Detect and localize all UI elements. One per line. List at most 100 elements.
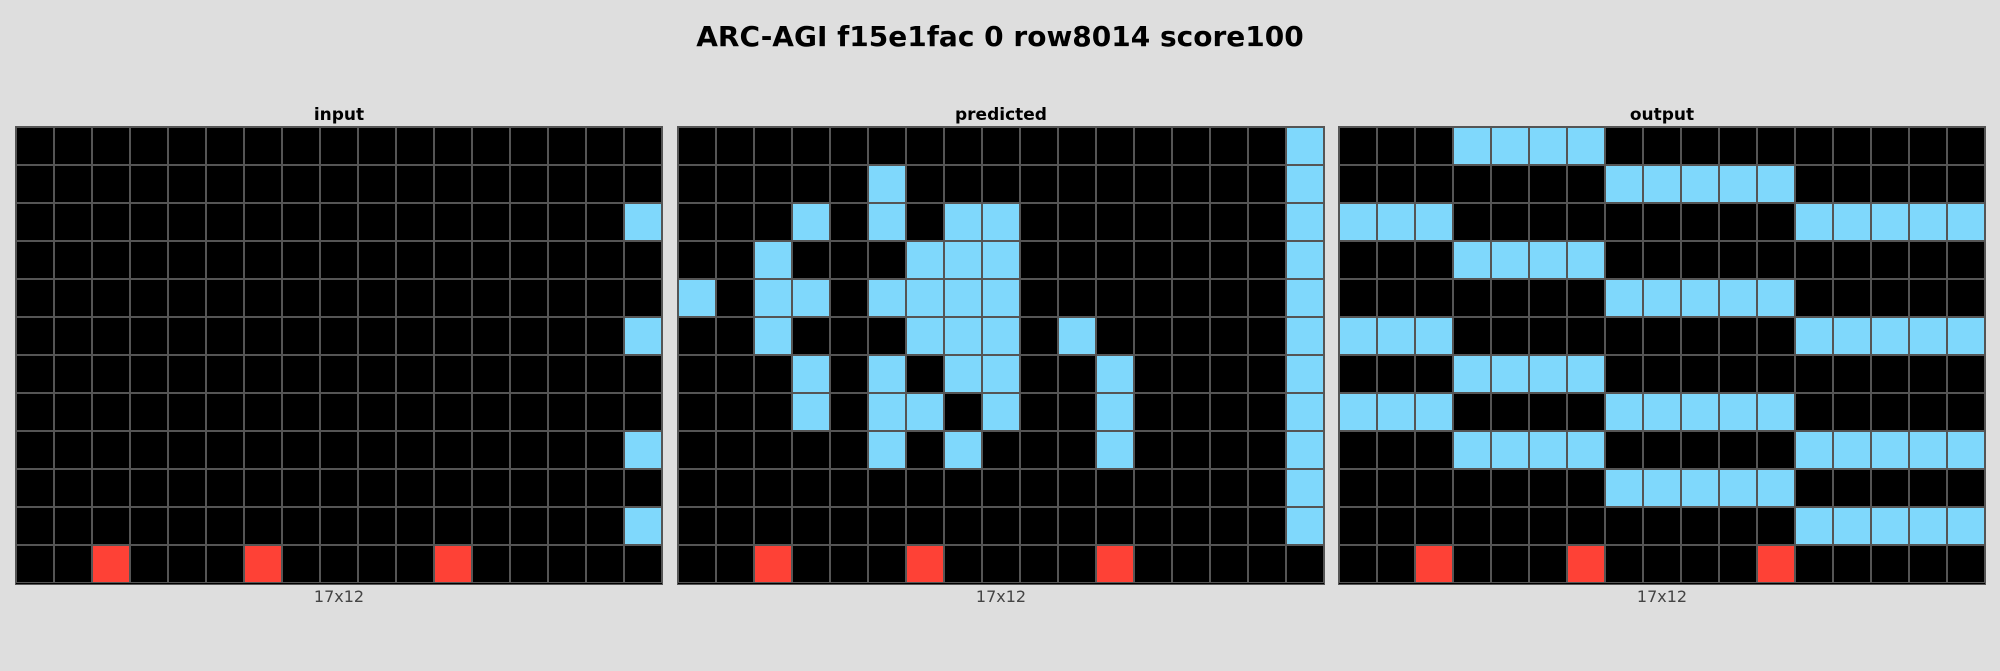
grid-cell — [1058, 393, 1096, 431]
grid-cell — [1643, 545, 1681, 583]
grid-cell — [678, 393, 716, 431]
grid-cell — [358, 279, 396, 317]
grid-cell — [168, 203, 206, 241]
grid-cell — [1058, 165, 1096, 203]
grid-cell — [168, 279, 206, 317]
grid-cell — [358, 469, 396, 507]
grid-cell — [1172, 507, 1210, 545]
grid-cell — [906, 165, 944, 203]
grid-cell — [1339, 431, 1377, 469]
grid-cell — [868, 507, 906, 545]
grid-cell — [1248, 507, 1286, 545]
grid-cell — [1286, 355, 1324, 393]
grid-cell — [754, 165, 792, 203]
grid-cell — [1286, 127, 1324, 165]
grid-cell — [1947, 127, 1985, 165]
grid-cell — [1453, 317, 1491, 355]
grid-cell — [130, 507, 168, 545]
grid-cell — [472, 469, 510, 507]
grid-cell — [548, 469, 586, 507]
grid-cell — [1567, 241, 1605, 279]
grid-cell — [130, 317, 168, 355]
grid-cell — [792, 317, 830, 355]
grid-cell — [830, 241, 868, 279]
grid-cell — [16, 241, 54, 279]
grid-cell — [1491, 279, 1529, 317]
grid-cell — [1415, 241, 1453, 279]
grid-cell — [624, 469, 662, 507]
predicted-panel: predicted 17x12 — [677, 104, 1325, 606]
grid-cell — [396, 469, 434, 507]
grid-cell — [1172, 317, 1210, 355]
grid-cell — [792, 127, 830, 165]
grid-cell — [1491, 203, 1529, 241]
grid-cell — [830, 355, 868, 393]
grid-cell — [358, 165, 396, 203]
grid-cell — [982, 241, 1020, 279]
grid-cell — [472, 507, 510, 545]
grid-cell — [1058, 545, 1096, 583]
grid-cell — [434, 393, 472, 431]
grid-cell — [1210, 317, 1248, 355]
grid-cell — [1795, 317, 1833, 355]
grid-cell — [510, 127, 548, 165]
grid-cell — [1947, 431, 1985, 469]
grid-cell — [944, 279, 982, 317]
grid-cell — [1286, 279, 1324, 317]
grid-cell — [92, 355, 130, 393]
grid-cell — [1795, 469, 1833, 507]
grid-cell — [1757, 355, 1795, 393]
grid-cell — [130, 165, 168, 203]
grid-cell — [548, 203, 586, 241]
grid-cell — [1909, 165, 1947, 203]
grid-cell — [320, 279, 358, 317]
grid-cell — [510, 203, 548, 241]
grid-cell — [792, 355, 830, 393]
grid-cell — [868, 165, 906, 203]
grid-cell — [1020, 507, 1058, 545]
grid-cell — [358, 545, 396, 583]
grid-cell — [906, 545, 944, 583]
grid-cell — [716, 355, 754, 393]
grid-cell — [472, 241, 510, 279]
grid-cell — [1172, 469, 1210, 507]
grid-cell — [1947, 469, 1985, 507]
grid-cell — [1833, 317, 1871, 355]
grid-dimensions: 17x12 — [975, 587, 1027, 606]
grid-cell — [1134, 203, 1172, 241]
grid-cell — [1605, 393, 1643, 431]
grid-cell — [1719, 545, 1757, 583]
grid-cell — [54, 431, 92, 469]
grid-cell — [1286, 165, 1324, 203]
grid-cell — [244, 469, 282, 507]
grid-cell — [1833, 431, 1871, 469]
grid-cell — [168, 393, 206, 431]
grid-cell — [1210, 165, 1248, 203]
grid-cell — [1377, 507, 1415, 545]
grid-cell — [624, 165, 662, 203]
grid-cell — [1415, 431, 1453, 469]
grid-cell — [1871, 545, 1909, 583]
grid-cell — [1567, 469, 1605, 507]
grid-cell — [282, 545, 320, 583]
grid-cell — [54, 393, 92, 431]
grid-cell — [396, 279, 434, 317]
grid-cell — [282, 469, 320, 507]
grid-cell — [434, 241, 472, 279]
grid-cell — [1795, 127, 1833, 165]
grid-cell — [244, 203, 282, 241]
grid-cell — [906, 241, 944, 279]
grid-cell — [1134, 431, 1172, 469]
grid-cell — [472, 279, 510, 317]
grid-cell — [1681, 431, 1719, 469]
grid-cell — [1058, 431, 1096, 469]
grid-cell — [396, 507, 434, 545]
grid-cell — [1134, 545, 1172, 583]
grid-cell — [1681, 545, 1719, 583]
predicted-grid — [677, 126, 1325, 585]
grid-cell — [1681, 127, 1719, 165]
grid-cell — [92, 431, 130, 469]
grid-cell — [1529, 165, 1567, 203]
grid-cell — [548, 507, 586, 545]
grid-cell — [1134, 127, 1172, 165]
